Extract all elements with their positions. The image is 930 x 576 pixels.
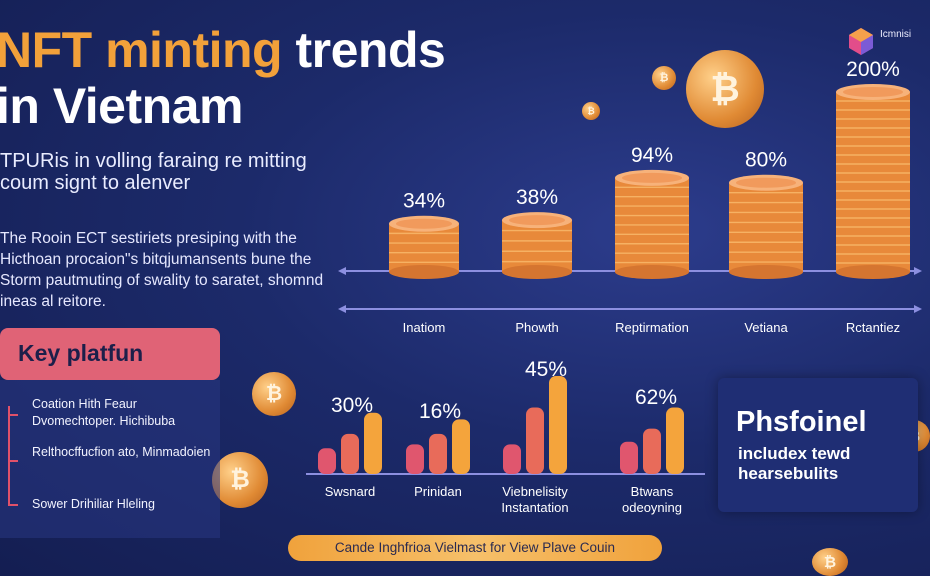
coin-stack-body [502, 220, 572, 272]
category-label: odeoyning [622, 500, 682, 515]
grouped-bar [429, 433, 447, 474]
data-label: 80% [745, 149, 787, 172]
logo-text: Icmnisi [880, 29, 912, 40]
list-connector [8, 406, 10, 506]
coin-stack-base [729, 265, 803, 279]
axis-arrow-left [338, 267, 346, 275]
data-label: 62% [635, 386, 677, 409]
data-label: 34% [403, 190, 445, 213]
coin-stack-bar [615, 169, 689, 279]
list-item: Coation Hith Feaur Dvomechtoper. Hichibu… [32, 397, 176, 428]
grouped-bar [643, 428, 661, 474]
list-item: Sower Drihiliar Hleling [32, 497, 155, 511]
category-label: Vetiana [744, 320, 788, 335]
bitcoin-coin-icon: ₿ [582, 102, 600, 120]
category-label: Prinidan [414, 484, 462, 499]
axis-arrow-right [914, 305, 922, 313]
data-label: 16% [419, 400, 461, 423]
list-tick [8, 414, 18, 416]
category-label: Swsnard [325, 484, 376, 499]
coin-stack-bar [389, 215, 459, 279]
category-label: Viebnelisity [502, 484, 568, 499]
grouped-bar [620, 441, 638, 474]
grouped-bar [666, 407, 684, 474]
coin-stack-top-inner [509, 215, 565, 226]
coin-stack-body [729, 182, 803, 272]
coin-stack-top-inner [622, 172, 682, 183]
coin-stack-bar [729, 174, 803, 279]
grouped-bar [318, 448, 336, 474]
grouped-bar [406, 444, 424, 474]
info-card: Phsfoinel includex tewd hearsebulits [718, 378, 918, 512]
grouped-bar [503, 444, 521, 474]
key-platforms-title: Key platfun [18, 340, 144, 366]
grouped-bar [452, 419, 470, 474]
category-label: Btwans [631, 484, 674, 499]
axis-arrow-left [338, 305, 346, 313]
coin-stack-top-inner [396, 218, 452, 229]
brand-logo: Icmnisi [846, 26, 926, 60]
grouped-bar [341, 433, 359, 474]
category-label: Phowth [515, 320, 558, 335]
subtitle: TPURis in volling faraing re mitting cou… [0, 150, 307, 194]
key-platforms-list: Coation Hith Feaur Dvomechtoper. Hichibu… [0, 380, 220, 538]
list-tick [8, 504, 18, 506]
coin-stack-bar [502, 212, 572, 279]
list-tick [8, 460, 18, 462]
data-label: 94% [631, 144, 673, 167]
coin-stack-body [389, 223, 459, 272]
title-line1-rest: trends [295, 22, 446, 78]
info-card-body: includex tewd hearsebulits [738, 444, 851, 483]
coin-stack-base [836, 265, 910, 279]
coin-stack-top-inner [843, 87, 903, 97]
key-platforms-header: Key platfun [0, 328, 220, 380]
axis-arrow-right [914, 267, 922, 275]
cube-logo-icon [849, 28, 873, 55]
bitcoin-coin-icon: ₿ [252, 372, 296, 416]
grouped-bar [549, 376, 567, 474]
grouped-bar [526, 407, 544, 474]
coin-stack-bar [836, 84, 910, 279]
data-label: 200% [846, 58, 900, 81]
description: The Rooin ECT sestiriets presiping with … [0, 230, 324, 310]
data-label: 45% [525, 358, 567, 381]
coin-stack-top-inner [736, 177, 796, 188]
category-label: Inatiom [403, 320, 446, 335]
data-label: 38% [516, 186, 558, 209]
bitcoin-coin-icon: ₿ [212, 452, 268, 508]
info-card-title: Phsfoinel [736, 406, 867, 438]
list-item: Relthocffucfion ato, Minmadoien [32, 445, 211, 459]
bitcoin-coin-icon: ₿ [812, 548, 848, 576]
category-label: Instantation [501, 500, 568, 515]
title-line1-accent: NFT minting [0, 22, 283, 78]
coin-stack-base [389, 265, 459, 279]
category-label: Rctantiez [846, 320, 900, 335]
grouped-bar [364, 412, 382, 474]
title-line2: in Vietnam [0, 78, 243, 134]
bottom-banner: Cande Inghfrioa Vielmast for View Plave … [288, 535, 662, 561]
page-title: NFT minting trends in Vietnam [0, 22, 446, 134]
coin-stack-base [502, 265, 572, 279]
category-label: Reptirmation [615, 320, 689, 335]
bitcoin-coin-icon: ₿ [686, 50, 764, 128]
bitcoin-coin-icon: ₿ [652, 66, 676, 90]
data-label: 30% [331, 394, 373, 417]
coin-stack-base [615, 265, 689, 279]
